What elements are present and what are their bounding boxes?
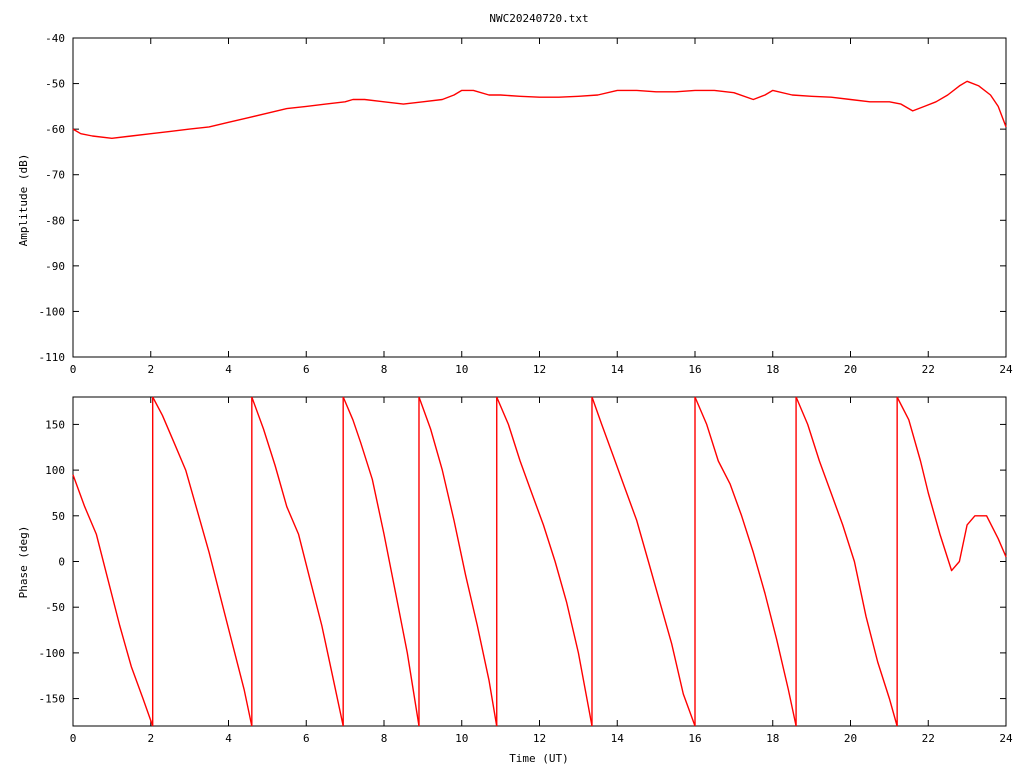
phase-y-tick-label: 0	[58, 556, 65, 569]
amplitude-y-tick-label: -80	[45, 214, 65, 227]
phase-y-tick-label: -150	[39, 693, 66, 706]
phase-x-tick-label: 4	[225, 732, 232, 745]
amplitude-panel: Amplitude (dB) 0 2 4 6 8 10 12 14 16 18 20 22 24-40-…	[17, 32, 1013, 376]
phase-x-tick-label: 12	[533, 732, 546, 745]
phase-series-line	[496, 396, 593, 727]
phase-x-tick-label: 14	[611, 732, 625, 745]
phase-y-tick-label: 100	[45, 464, 65, 477]
amplitude-y-tick-label: -60	[45, 123, 65, 136]
phase-y-axis-label: Phase (deg)	[17, 526, 30, 599]
amplitude-plot-frame	[72, 37, 1007, 358]
phase-series-line	[152, 396, 253, 727]
amplitude-x-tick-label: 10	[455, 363, 468, 376]
amplitude-y-tick-label: -70	[45, 169, 65, 182]
amplitude-y-tick-label: -110	[39, 351, 66, 364]
amplitude-x-tick-label: 16	[688, 363, 701, 376]
phase-series-line	[896, 396, 1007, 572]
phase-series-line	[251, 396, 344, 727]
amplitude-x-tick-label: 4	[225, 363, 232, 376]
amplitude-x-tick-label: 22	[922, 363, 935, 376]
amplitude-x-tick-label: 12	[533, 363, 546, 376]
amplitude-x-tick-label: 14	[611, 363, 625, 376]
phase-x-tick-label: 16	[688, 732, 701, 745]
amplitude-x-tick-label: 18	[766, 363, 779, 376]
phase-x-tick-label: 18	[766, 732, 779, 745]
phase-y-tick-label: 50	[52, 510, 65, 523]
phase-series-line	[418, 396, 498, 727]
phase-series-line	[795, 396, 898, 727]
phase-series-line	[72, 474, 154, 727]
phase-x-tick-label: 6	[303, 732, 310, 745]
phase-y-tick-label: 150	[45, 418, 65, 431]
phase-series-line	[342, 396, 420, 727]
phase-x-tick-label: 24	[999, 732, 1013, 745]
amplitude-y-tick-label: -50	[45, 78, 65, 91]
phase-y-tick-label: -50	[45, 601, 65, 614]
amplitude-y-tick-label: -100	[39, 305, 66, 318]
phase-x-tick-label: 10	[455, 732, 468, 745]
amplitude-x-tick-label: 6	[303, 363, 310, 376]
amplitude-x-tick-label: 0	[70, 363, 77, 376]
phase-y-tick-label: -100	[39, 647, 66, 660]
phase-x-tick-label: 20	[844, 732, 857, 745]
amplitude-x-tick-label: 8	[381, 363, 388, 376]
phase-x-tick-label: 2	[147, 732, 154, 745]
phase-plot-frame	[72, 396, 1007, 727]
amplitude-y-tick-label: -90	[45, 260, 65, 273]
amplitude-series-line	[72, 80, 1007, 140]
phase-series-line	[591, 396, 696, 727]
phase-panel: Phase (deg) Time (UT) 0 2 4 6 8 10 12 14 16 18 20 2…	[17, 396, 1013, 765]
chart-title: NWC20240720.txt	[489, 12, 588, 25]
amplitude-x-tick-label: 20	[844, 363, 857, 376]
phase-series-line	[694, 396, 797, 727]
amplitude-y-tick-label: -40	[45, 32, 65, 45]
phase-x-tick-label: 22	[922, 732, 935, 745]
phase-x-tick-label: 0	[70, 732, 77, 745]
phase-x-tick-label: 8	[381, 732, 388, 745]
amplitude-x-tick-label: 2	[147, 363, 154, 376]
phase-x-axis-label: Time (UT)	[509, 752, 569, 765]
amplitude-y-axis-label: Amplitude (dB)	[17, 154, 30, 247]
amplitude-x-tick-label: 24	[999, 363, 1013, 376]
